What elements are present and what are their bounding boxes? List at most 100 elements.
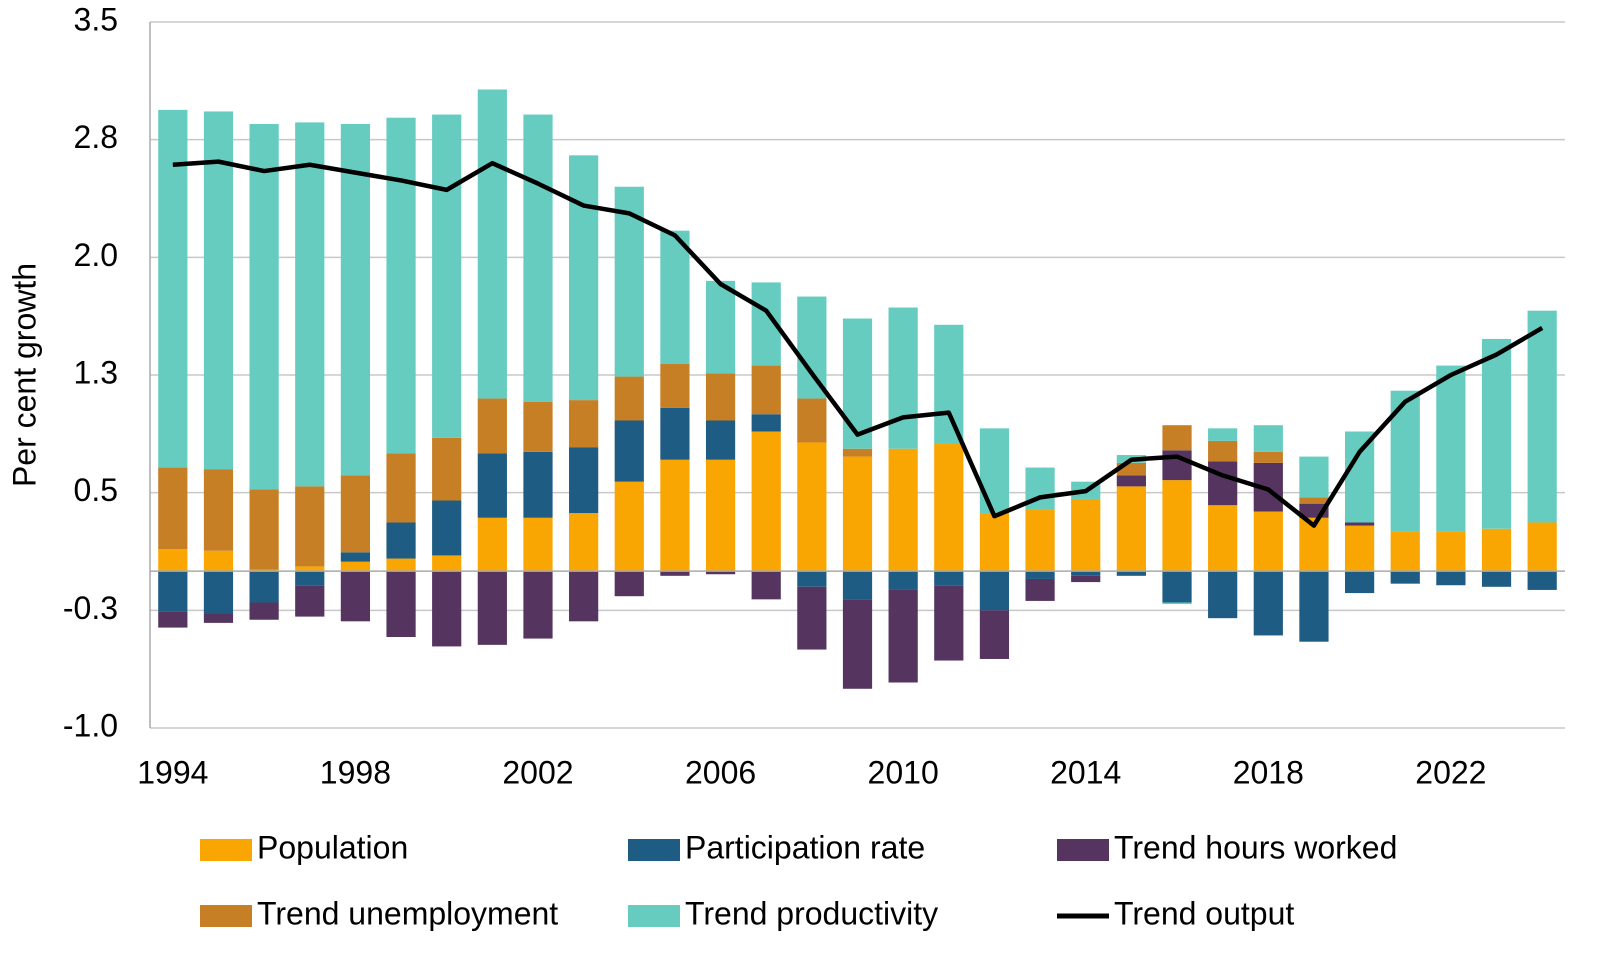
bar-segment [477,398,507,454]
bar-segment [1162,571,1192,603]
bar-segment [1208,440,1238,462]
bar-segment [751,431,781,572]
y-tick-label: 2.0 [74,237,118,273]
bar-segment [614,376,644,421]
bar-segment [1025,509,1055,572]
bar-segment [1344,525,1375,572]
bar-segment [1208,505,1238,572]
bar-segment [203,469,234,551]
bar-segment [340,475,371,553]
bar-segment [340,552,371,562]
bar-segment [934,444,964,572]
bar-segment [249,571,279,603]
legend-swatch [200,905,252,927]
bar-segment [1481,338,1512,529]
bar-segment [979,571,1010,611]
bar-segment [1527,310,1557,523]
bar-segment [660,459,690,572]
bar-segment [295,566,325,572]
bar-segment [523,401,553,452]
bar-segment [295,585,325,617]
legend-label: Trend productivity [685,895,938,931]
bar-segment [614,571,644,597]
bar-segment [660,571,690,576]
bar-segment [1071,498,1101,572]
bar-segment [660,230,690,365]
bar-segment [158,109,188,468]
bar-segment [614,420,644,482]
bar-segment [1436,365,1466,532]
legend-swatch [628,905,680,927]
bar-segment [523,571,553,639]
x-tick-label: 2018 [1233,754,1304,790]
x-tick-label: 1994 [137,754,208,790]
bar-segment [1116,571,1146,576]
bar-segment [295,486,325,567]
bar-segment [158,611,188,628]
y-tick-label: -0.3 [63,590,118,626]
y-tick-label: 0.5 [74,472,118,508]
bar-segment [705,571,736,575]
bar-segment [797,571,827,587]
bar-segment [660,364,690,408]
bar-segment [569,155,599,401]
bar-segment [1071,575,1101,583]
legend-swatch [1057,839,1109,861]
bar-segment [386,558,416,572]
bar-segment [888,448,918,572]
bar-segment [1481,528,1512,572]
y-tick-label: 1.3 [74,354,118,390]
bar-segment [888,307,918,449]
x-tick-label: 1998 [320,754,391,790]
bar-segment [295,122,325,487]
bar-segment [842,448,873,457]
bar-segment [432,500,462,556]
bar-segment [1253,425,1283,452]
bar-segment [477,89,507,399]
bar-segment [523,517,553,572]
bar-segment [1253,571,1283,636]
bar-segment [203,571,234,614]
bar-segment [1253,451,1283,463]
bar-segment [705,459,736,572]
bar-segment [888,589,918,683]
bar-segment [569,400,599,448]
bar-segment [934,324,964,445]
y-axis-label: Per cent growth [6,263,42,487]
bar-segment [797,398,827,443]
bar-segment [705,420,736,460]
bar-segment [842,456,873,572]
legend-swatch [200,839,252,861]
bar-segment [340,571,371,622]
bar-segment [249,602,279,620]
bar-segment [1162,480,1192,572]
bar-segment [249,123,279,490]
y-tick-label: 2.8 [74,119,118,155]
bar-segment [203,550,234,572]
bar-segment [1344,571,1375,594]
bar-segment [1208,571,1238,619]
x-tick-label: 2002 [502,754,573,790]
line-series [172,159,1544,528]
bar-segment [842,318,873,449]
bar-segment [1527,571,1557,590]
y-tick-label: 3.5 [74,1,118,37]
x-tick-label: 2014 [1050,754,1121,790]
bar-segment [432,555,462,572]
bar-segment [751,365,781,415]
bar-segment [614,481,644,572]
bar-segment [569,513,599,572]
legend-label: Trend unemployment [257,895,558,931]
bar-segment [934,585,964,661]
bar-segment [888,571,918,590]
bar-segment [158,467,188,550]
bar-segment [1299,456,1329,498]
bar-segment [432,437,462,501]
bar-segment [523,451,553,518]
bar-segment [386,571,416,638]
bar-segment [842,599,873,689]
bar-segment [477,453,507,518]
bar-segment [386,522,416,559]
bar-segment [1025,571,1055,579]
